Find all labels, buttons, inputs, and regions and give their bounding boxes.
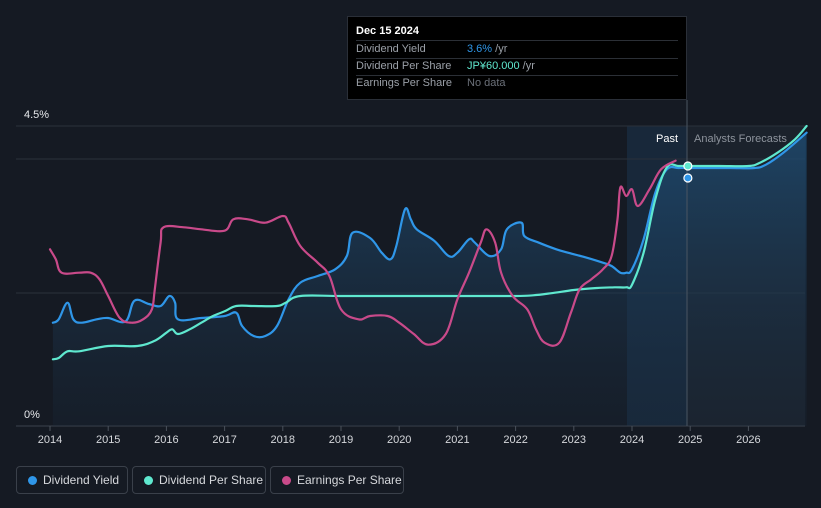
tooltip-value: JP¥60.000 [467,60,520,72]
dividend-yield-area [52,132,807,426]
series-line-dividend-per-share [51,124,808,361]
tooltip-row-eps: Earnings Per Share No data [356,75,678,92]
x-tick-label: 2016 [154,434,178,446]
tooltip-row-dps: Dividend Per Share JP¥60.000 /yr [356,58,678,76]
x-tick-label: 2023 [562,434,586,446]
tooltip-row-yield: Dividend Yield 3.6% /yr [356,41,678,59]
legend-dividend-per-share[interactable]: Dividend Per Share [132,466,266,494]
legend-dot-icon [282,476,291,485]
legend-dot-icon [28,476,37,485]
legend-label: Dividend Per Share [159,473,264,487]
hover-marker-dividend-yield [683,173,693,183]
x-tick-label: 2021 [445,434,469,446]
x-tick-label: 2015 [96,434,120,446]
past-label: Past [656,133,678,145]
x-tick-label: 2017 [212,434,236,446]
tooltip-label: Earnings Per Share [356,77,452,89]
tooltip-unit: /yr [495,43,508,55]
tooltip-value: 3.6% [467,43,493,55]
tooltip-label: Dividend Yield [356,43,426,55]
legend-dividend-yield[interactable]: Dividend Yield [16,466,128,494]
legend-dot-icon [144,476,153,485]
x-tick-label: 2026 [736,434,760,446]
tooltip-value: No data [467,77,506,89]
legend-earnings-per-share[interactable]: Earnings Per Share [270,466,404,494]
x-tick-label: 2019 [329,434,353,446]
legend-label: Earnings Per Share [297,473,402,487]
series-line-earnings-per-share [48,159,677,347]
x-tick-label: 2014 [38,434,62,446]
x-tick-label: 2025 [678,434,702,446]
series-line-dividend-yield [51,131,808,339]
x-tick-label: 2024 [620,434,644,446]
y-tick-bottom: 0% [24,409,40,421]
tooltip-unit: /yr [522,60,535,72]
legend-label: Dividend Yield [43,473,120,487]
forecast-label: Analysts Forecasts [694,133,787,145]
y-tick-top: 4.5% [24,109,49,121]
x-tick-label: 2018 [271,434,295,446]
hover-marker-dividend-per-share [683,161,693,171]
x-tick-label: 2020 [387,434,411,446]
tooltip-date: Dec 15 2024 [356,23,678,41]
tooltip-label: Dividend Per Share [356,60,452,72]
hover-tooltip: Dec 15 2024 Dividend Yield 3.6% /yr Divi… [347,16,687,100]
x-tick-label: 2022 [503,434,527,446]
